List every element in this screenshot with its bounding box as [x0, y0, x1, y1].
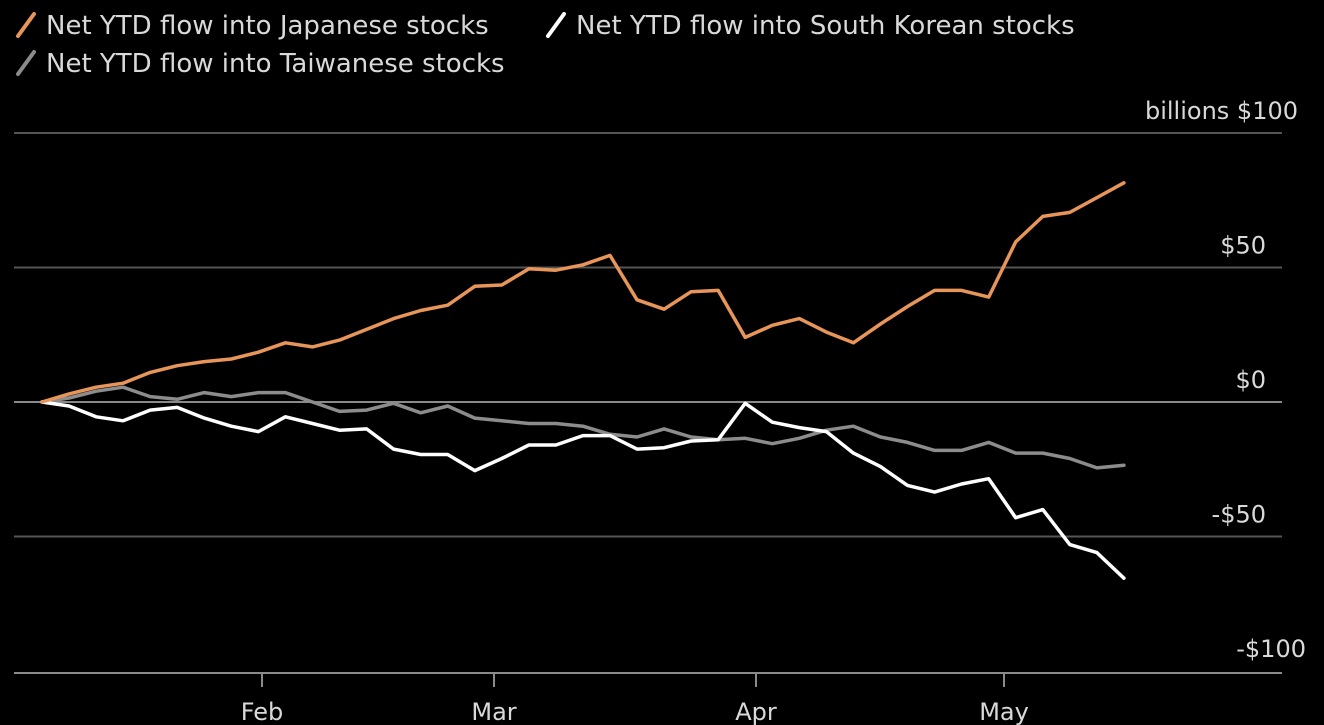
series-line-taiwan: [40, 385, 1126, 470]
y-tick-label: billions $100: [1145, 97, 1298, 125]
legend-item-taiwan: Net YTD flow into Taiwanese stocks: [16, 49, 505, 79]
legend-swatch: [16, 12, 36, 38]
legend-item-japan: Net YTD flow into Japanese stocks: [16, 11, 489, 41]
x-tick-label: Mar: [471, 698, 516, 725]
legend-swatch: [546, 12, 566, 38]
x-axis: Feb Mar Apr May: [14, 672, 1282, 725]
x-tick-label: May: [979, 698, 1029, 725]
series-line-japan: [40, 181, 1126, 404]
series-lines: [40, 181, 1126, 580]
y-tick-label: $0: [1235, 366, 1266, 394]
x-tick-label: Feb: [241, 698, 284, 725]
legend-item-south-korea: Net YTD flow into South Korean stocks: [546, 11, 1075, 41]
y-tick-label: -$50: [1212, 501, 1266, 529]
legend: Net YTD flow into Japanese stocks Net YTD…: [16, 11, 1075, 79]
y-axis-labels: billions $100 $50 $0 -$50 -$100: [1145, 97, 1306, 663]
legend-label: Net YTD flow into Japanese stocks: [46, 11, 489, 41]
legend-label: Net YTD flow into Taiwanese stocks: [46, 49, 505, 79]
x-tick-label: Apr: [735, 698, 777, 725]
series-line-south-korea: [40, 400, 1126, 580]
legend-label: Net YTD flow into South Korean stocks: [576, 11, 1075, 41]
y-tick-label: $50: [1220, 232, 1266, 260]
grid: [14, 132, 1282, 538]
legend-swatch: [16, 50, 36, 76]
y-tick-label: -$100: [1236, 635, 1306, 663]
